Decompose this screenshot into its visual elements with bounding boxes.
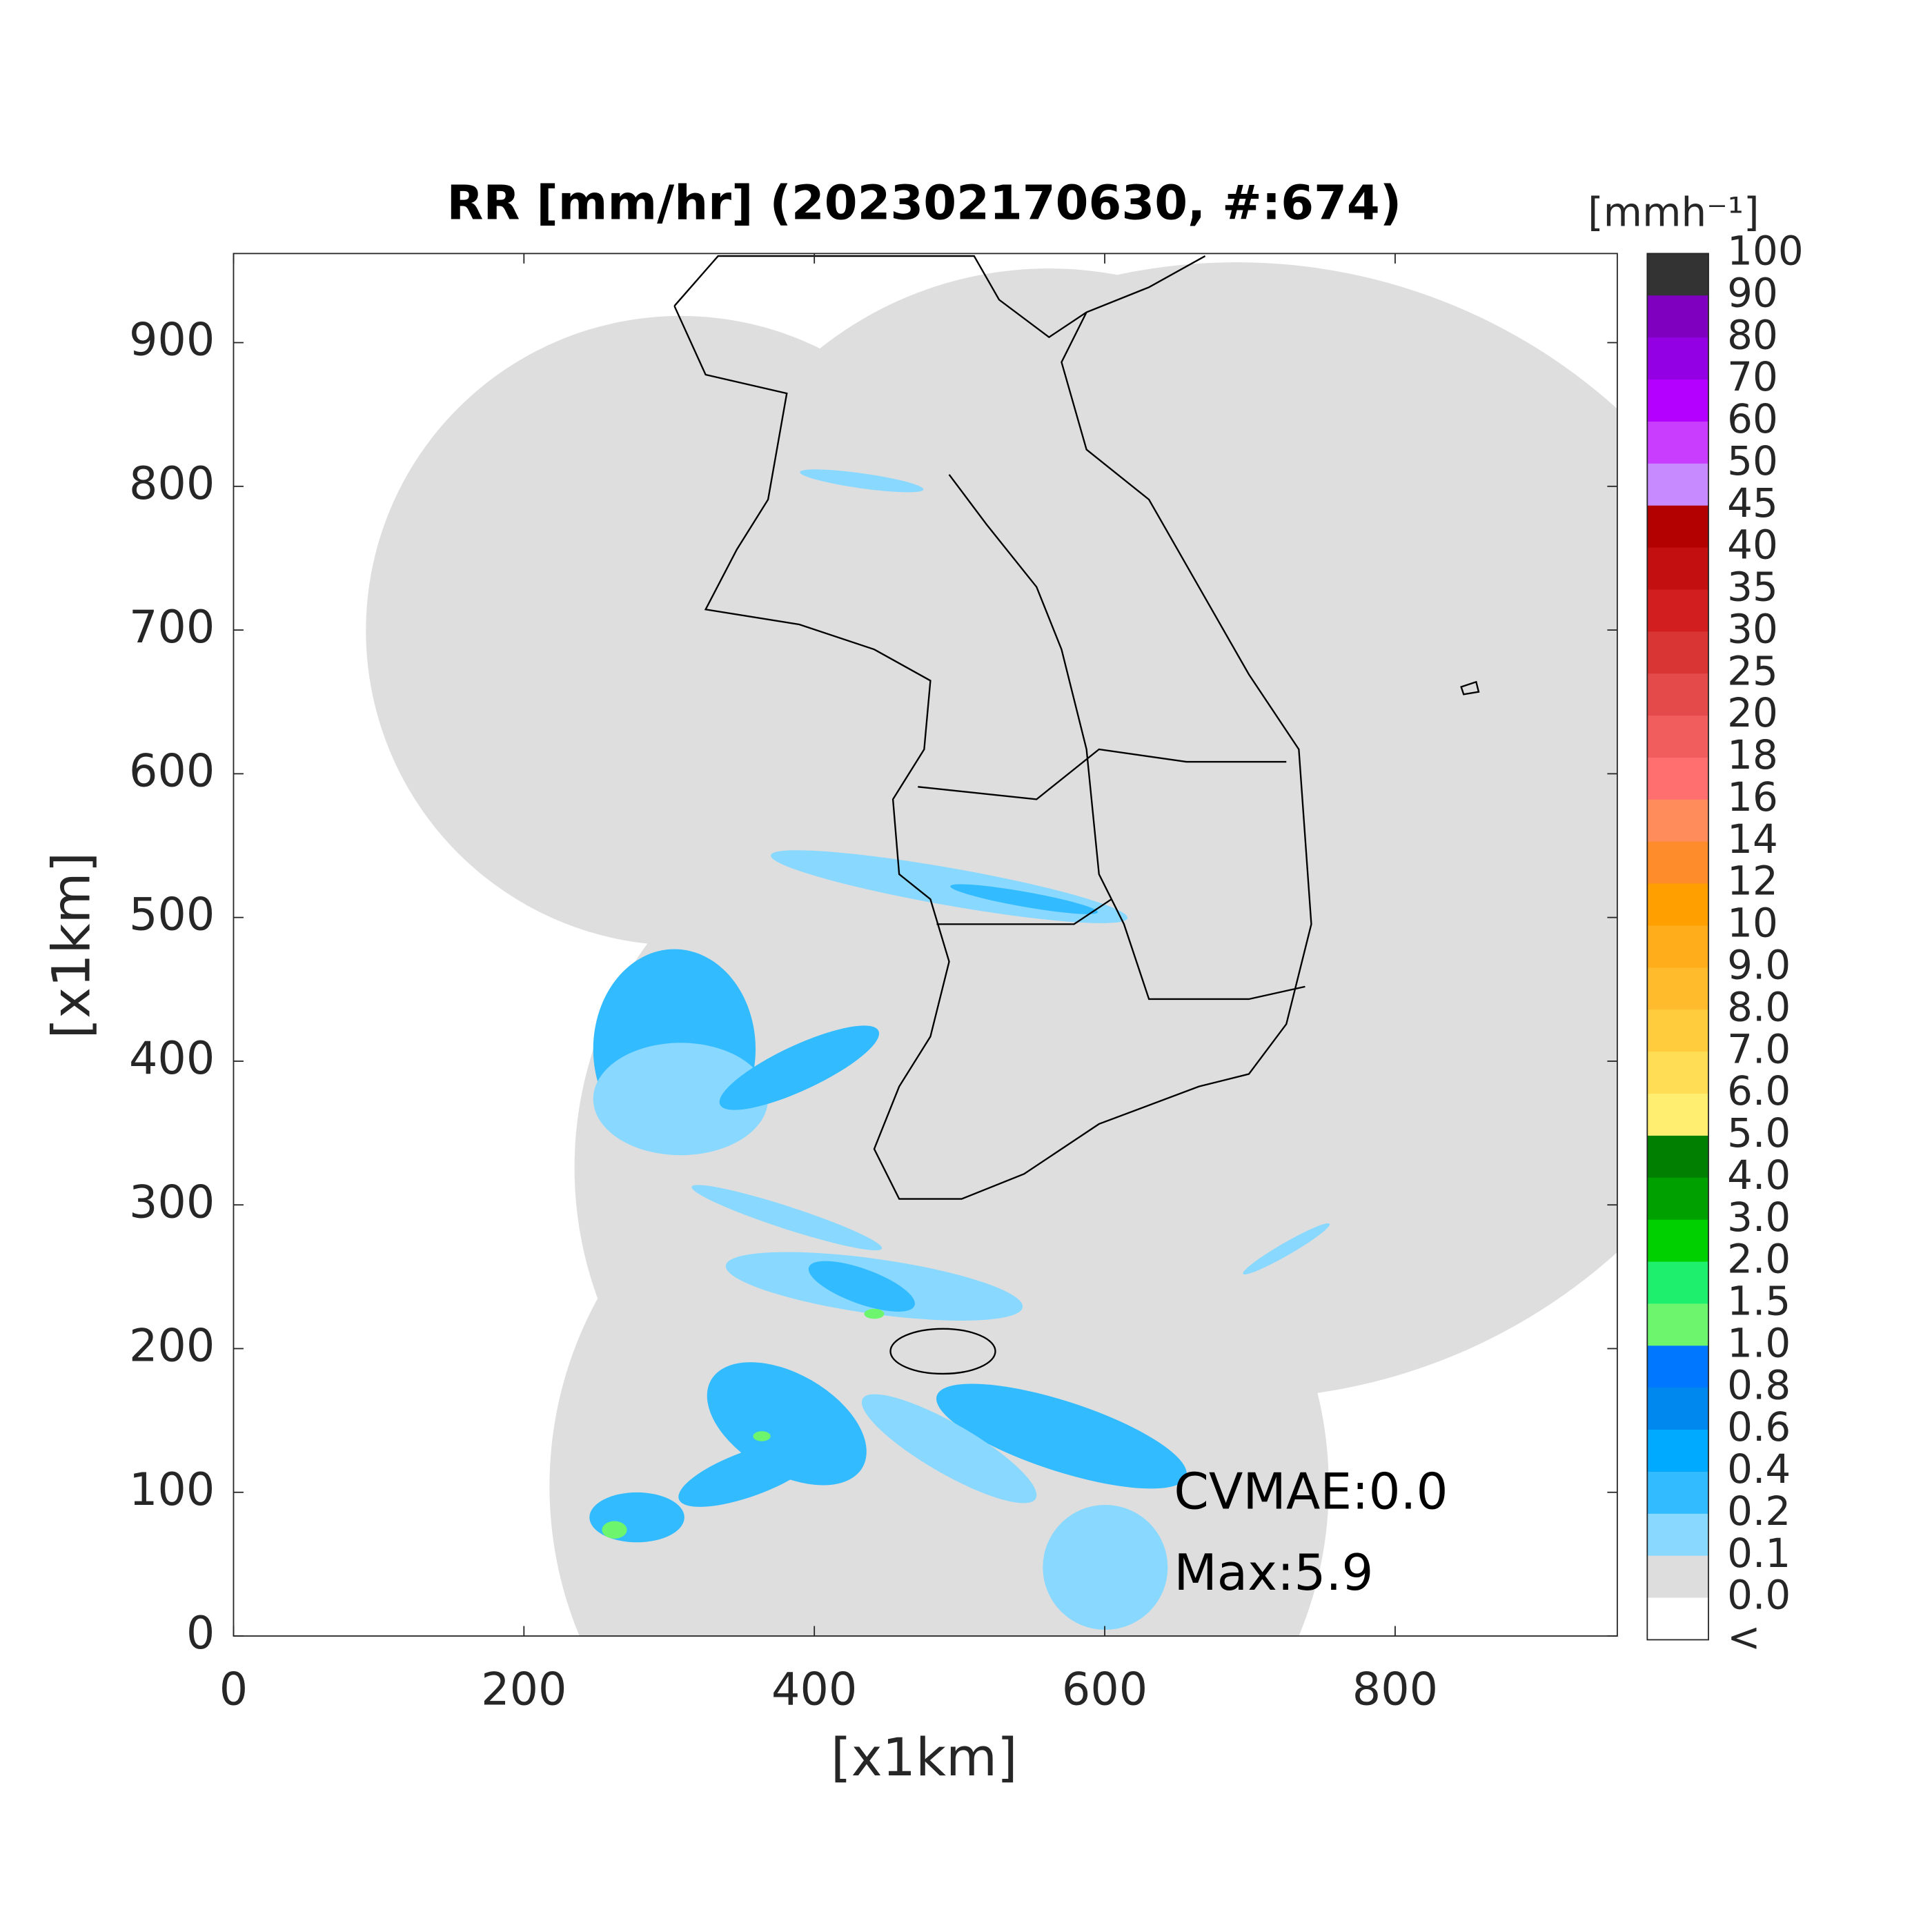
x-tick-label: 800 (1352, 1664, 1438, 1716)
colorbar-segment (1647, 337, 1709, 380)
plot-frame (233, 253, 1618, 1637)
colorbar-tick-label: 18 (1727, 731, 1778, 778)
chart-title: RR [mm/hr] (202302170630, #:674) (447, 176, 1402, 231)
colorbar-segment (1647, 1346, 1709, 1388)
colorbar-segment (1647, 421, 1709, 464)
colorbar-tick-label: 9.0 (1727, 941, 1791, 988)
x-axis-label: [x1km] (831, 1726, 1018, 1788)
colorbar-tick-label: 12 (1727, 858, 1778, 905)
colorbar-tick-label: 70 (1727, 353, 1778, 400)
colorbar-tick-label: 7.0 (1727, 1025, 1791, 1072)
colorbar-tick-label: 90 (1727, 269, 1778, 316)
colorbar-segment (1647, 1555, 1709, 1599)
map-area (366, 255, 1617, 1637)
colorbar-tick-label: 30 (1727, 605, 1778, 652)
colorbar-tick-label: 50 (1727, 437, 1778, 484)
colorbar-tick-label: 35 (1727, 564, 1778, 611)
colorbar-label: [mmh⁻¹] (1588, 188, 1759, 235)
colorbar-segment (1647, 379, 1709, 422)
colorbar-segment (1647, 757, 1709, 800)
colorbar-tick-label: 10 (1727, 900, 1778, 947)
y-tick-label: 100 (129, 1464, 215, 1516)
colorbar-segment (1647, 631, 1709, 674)
colorbar-segment (1647, 1261, 1709, 1304)
x-tick-label: 0 (219, 1664, 248, 1716)
colorbar-segment (1647, 1177, 1709, 1221)
colorbar-segment (1647, 1513, 1709, 1557)
colorbar-segment (1647, 1430, 1709, 1472)
y-tick-label: 300 (129, 1176, 215, 1228)
colorbar-segment (1647, 1597, 1709, 1641)
precipitation (589, 469, 1330, 1630)
annotation: Max:5.9 (1174, 1544, 1373, 1602)
y-tick-label: 400 (129, 1033, 215, 1085)
colorbar-segment (1647, 505, 1709, 549)
colorbar-segment (1647, 716, 1709, 758)
colorbar-segment (1647, 799, 1709, 842)
colorbar-tick-label: 0.2 (1727, 1488, 1791, 1535)
colorbar-segment (1647, 1052, 1709, 1094)
y-axis-label: [x1km] (41, 852, 102, 1039)
colorbar-segment (1647, 1135, 1709, 1179)
colorbar-segment (1647, 1471, 1709, 1515)
y-tick-label: 800 (129, 458, 215, 510)
colorbar-tick-label: 60 (1727, 395, 1778, 442)
colorbar-tick-label: < (1727, 1614, 1761, 1661)
colorbar-tick-label: 8.0 (1727, 983, 1791, 1030)
colorbar-segment (1647, 1094, 1709, 1136)
colorbar-tick-label: 100 (1727, 228, 1804, 275)
colorbar-tick-label: 5.0 (1727, 1110, 1791, 1156)
x-tick-label: 400 (771, 1664, 857, 1716)
y-tick-label: 600 (129, 745, 215, 797)
colorbar-segment (1647, 1009, 1709, 1052)
y-tick-label: 700 (129, 602, 215, 653)
radar-coverage (366, 262, 1617, 1637)
colorbar-tick-label: 45 (1727, 480, 1778, 526)
colorbar-tick-label: 3.0 (1727, 1194, 1791, 1241)
colorbar-tick-label: 0.1 (1727, 1530, 1791, 1577)
colorbar-segment (1647, 673, 1709, 716)
colorbar-tick-label: 40 (1727, 522, 1778, 569)
colorbar-segment (1647, 1219, 1709, 1263)
colorbar-segment (1647, 547, 1709, 591)
y-tick-label: 200 (129, 1321, 215, 1372)
colorbar-segment (1647, 295, 1709, 338)
colorbar-segment (1647, 1303, 1709, 1346)
coastline (673, 255, 1480, 1375)
colorbar-segment (1647, 883, 1709, 927)
colorbar-tick-label: 2.0 (1727, 1236, 1791, 1283)
x-tick-label: 200 (481, 1664, 566, 1716)
y-tick-label: 0 (186, 1608, 215, 1659)
colorbar-tick-label: 0.6 (1727, 1403, 1791, 1450)
colorbar-tick-label: 25 (1727, 647, 1778, 694)
colorbar-tick-label: 1.5 (1727, 1278, 1791, 1325)
colorbar-tick-label: 16 (1727, 773, 1778, 820)
colorbar-tick-label: 0.4 (1727, 1446, 1791, 1492)
y-tick-label: 900 (129, 315, 215, 366)
colorbar-segment (1647, 967, 1709, 1010)
annotation: CVMAE:0.0 (1174, 1463, 1448, 1521)
colorbar-tick-label: 80 (1727, 311, 1778, 358)
colorbar-segment (1647, 463, 1709, 506)
colorbar-tick-label: 4.0 (1727, 1152, 1791, 1199)
y-tick-label: 500 (129, 889, 215, 941)
colorbar-tick-label: 0.0 (1727, 1572, 1791, 1619)
colorbar-tick-label: 20 (1727, 689, 1778, 736)
colorbar-segment (1647, 1388, 1709, 1430)
colorbar-tick-label: 1.0 (1727, 1319, 1791, 1366)
x-tick-label: 600 (1062, 1664, 1147, 1716)
colorbar-tick-label: 14 (1727, 816, 1778, 862)
colorbar-segment (1647, 589, 1709, 632)
colorbar-segment (1647, 925, 1709, 968)
colorbar-segment (1647, 841, 1709, 885)
colorbar-segment (1647, 253, 1709, 296)
colorbar-tick-label: 0.8 (1727, 1361, 1791, 1408)
colorbar-tick-label: 6.0 (1727, 1067, 1791, 1114)
colorbar-frame (1646, 253, 1709, 1641)
